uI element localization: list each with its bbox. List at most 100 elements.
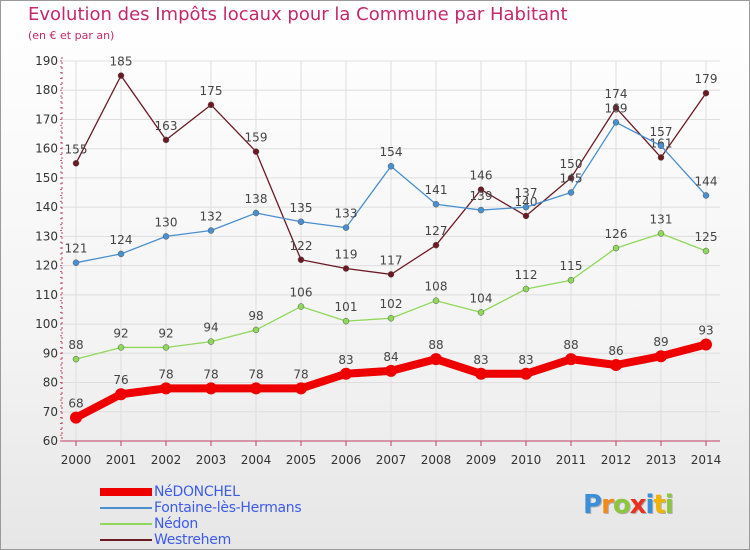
data-point — [567, 276, 575, 284]
data-label: 138 — [245, 192, 268, 206]
y-tick-label: 60 — [43, 434, 58, 448]
data-point — [340, 367, 352, 380]
x-tick-label: 2009 — [466, 453, 497, 467]
data-label: 125 — [695, 230, 718, 244]
data-label: 94 — [203, 321, 218, 335]
data-label: 132 — [200, 210, 223, 224]
y-tick-label: 90 — [43, 346, 58, 360]
data-point — [702, 89, 710, 97]
data-label: 174 — [605, 87, 628, 101]
data-label: 83 — [473, 353, 488, 367]
y-tick-label: 100 — [35, 317, 58, 331]
legend-label: Fontaine-lès-Hermans — [154, 500, 302, 516]
data-point — [612, 119, 620, 126]
data-point — [387, 314, 395, 322]
y-tick-label: 110 — [35, 288, 58, 302]
data-label: 84 — [383, 350, 398, 364]
data-label: 157 — [650, 125, 673, 139]
data-label: 78 — [248, 367, 263, 381]
y-tick-label: 170 — [35, 112, 58, 126]
data-point — [612, 244, 620, 252]
data-label: 146 — [470, 169, 493, 183]
chart-subtitle: (en € et par an) — [28, 29, 115, 42]
data-point — [477, 186, 485, 193]
data-label: 83 — [338, 353, 353, 367]
x-tick-label: 2001 — [106, 453, 137, 467]
data-point — [565, 353, 577, 366]
data-label: 135 — [290, 201, 313, 215]
data-label: 154 — [380, 145, 403, 159]
legend-swatch — [100, 488, 152, 496]
data-label: 137 — [515, 186, 538, 200]
data-point — [657, 230, 665, 237]
data-point — [297, 256, 305, 264]
data-label: 159 — [245, 131, 268, 145]
data-label: 119 — [335, 248, 358, 262]
data-point — [160, 382, 172, 395]
chart-title: Evolution des Impôts locaux pour la Comm… — [28, 4, 568, 25]
data-label: 104 — [470, 291, 493, 305]
data-label: 139 — [470, 189, 493, 203]
data-label: 102 — [380, 297, 403, 311]
data-label: 88 — [428, 338, 443, 352]
y-tick-label: 150 — [35, 171, 58, 185]
y-tick-label: 70 — [43, 405, 58, 419]
data-point — [207, 227, 215, 234]
legend-label: Westrehem — [154, 532, 231, 548]
data-point — [162, 233, 170, 240]
data-point — [522, 212, 530, 220]
x-tick-label: 2005 — [286, 453, 317, 467]
data-point — [342, 224, 350, 231]
data-label: 98 — [248, 309, 263, 323]
data-point — [297, 303, 305, 310]
data-point — [432, 297, 440, 304]
y-tick-label: 120 — [35, 259, 58, 273]
y-tick-label: 190 — [35, 54, 58, 68]
data-point — [207, 338, 215, 345]
data-point — [612, 104, 620, 112]
data-point — [655, 350, 667, 363]
data-point — [522, 203, 530, 211]
x-tick-label: 2002 — [151, 453, 182, 467]
x-tick-label: 2007 — [376, 453, 407, 467]
x-tick-label: 2003 — [196, 453, 227, 467]
x-tick-label: 2000 — [61, 453, 92, 467]
data-point — [387, 271, 395, 278]
data-point — [477, 206, 485, 214]
data-label: 88 — [563, 338, 578, 352]
legend-swatch — [100, 507, 152, 509]
data-point — [430, 353, 442, 366]
data-point — [567, 174, 575, 182]
data-point — [117, 250, 125, 258]
y-tick-label: 140 — [35, 200, 58, 214]
data-point — [700, 338, 712, 351]
data-point — [252, 209, 260, 217]
y-tick-label: 180 — [35, 83, 58, 97]
data-label: 175 — [200, 84, 223, 98]
data-point — [702, 192, 710, 199]
x-tick-label: 2006 — [331, 453, 362, 467]
data-label: 122 — [290, 239, 313, 253]
data-point — [567, 189, 575, 196]
data-point — [342, 265, 350, 272]
data-label: 89 — [653, 335, 668, 349]
data-point — [252, 326, 260, 334]
y-tick-label: 130 — [35, 229, 58, 243]
data-point — [432, 200, 440, 208]
data-point — [475, 367, 487, 380]
data-point — [162, 344, 170, 351]
data-label: 108 — [425, 280, 448, 294]
y-tick-label: 80 — [43, 376, 58, 390]
data-label: 93 — [698, 324, 713, 338]
data-label: 78 — [158, 367, 173, 381]
data-label: 92 — [113, 326, 128, 340]
data-label: 144 — [695, 174, 718, 188]
data-point — [207, 101, 215, 109]
data-point — [250, 382, 262, 395]
data-label: 155 — [65, 142, 88, 156]
data-label: 92 — [158, 326, 173, 340]
data-label: 169 — [605, 101, 628, 115]
data-point — [385, 364, 397, 377]
data-point — [477, 309, 485, 316]
